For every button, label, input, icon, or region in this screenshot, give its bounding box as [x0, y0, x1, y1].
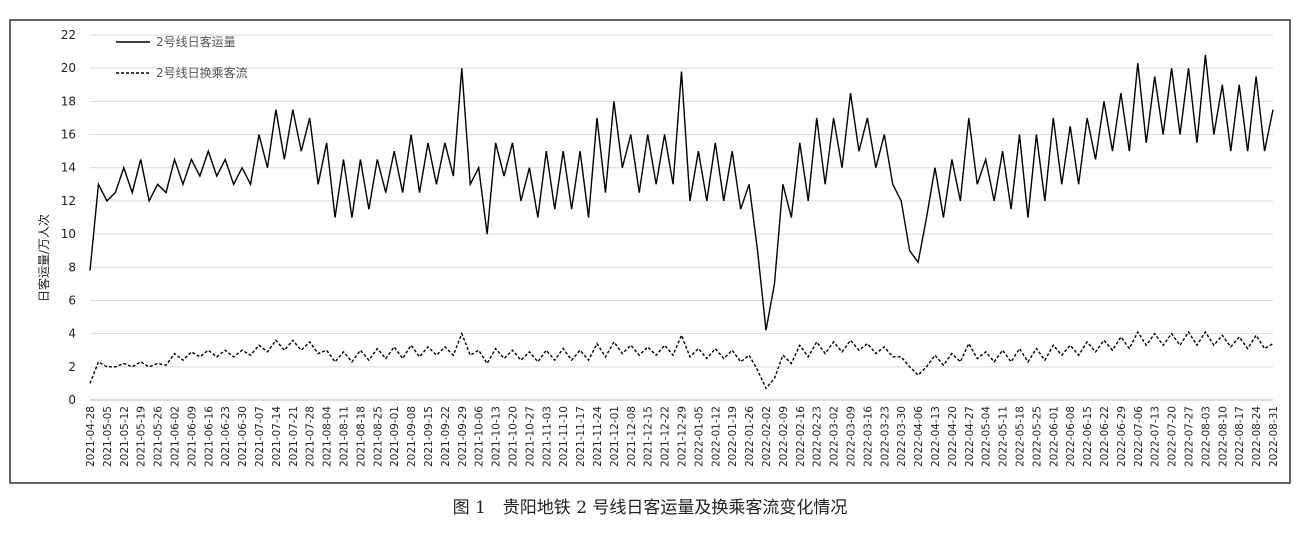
x-tick-label: 2022-08-17 — [1234, 406, 1246, 467]
x-tick-label: 2022-06-01 — [1048, 406, 1060, 467]
x-tick-label: 2021-06-09 — [186, 406, 198, 467]
caption: 图 1 贵阳地铁 2 号线日客运量及换乘客流变化情况 — [453, 498, 848, 518]
x-tick-label: 2022-05-25 — [1031, 406, 1043, 467]
x-tick-label: 2022-04-20 — [947, 406, 959, 467]
x-tick-label: 2022-05-11 — [998, 406, 1010, 467]
x-tick-label: 2022-08-10 — [1217, 406, 1229, 467]
x-tick-label: 2022-04-06 — [913, 406, 925, 467]
legend-label: 2号线日换乘客流 — [156, 65, 248, 80]
x-tick-label: 2021-08-25 — [372, 406, 384, 467]
x-tick-label: 2022-04-13 — [930, 406, 942, 467]
x-tick-label: 2022-03-02 — [829, 406, 841, 467]
series-line — [89, 54, 1274, 331]
y-tick-label: 14 — [61, 161, 76, 175]
x-tick-label: 2022-04-27 — [964, 406, 976, 467]
x-tick-label: 2022-07-06 — [1133, 406, 1145, 467]
x-tick-label: 2021-06-02 — [170, 406, 182, 467]
x-tick-label: 2022-02-02 — [761, 406, 773, 467]
y-tick-label: 18 — [61, 94, 76, 108]
x-tick-label: 2022-02-09 — [778, 406, 790, 467]
x-tick-label: 2022-01-12 — [710, 406, 722, 467]
x-tick-label: 2021-10-06 — [474, 406, 486, 467]
x-tick-label: 2022-01-05 — [693, 406, 705, 467]
x-tick-label: 2022-02-23 — [812, 406, 824, 467]
x-tick-label: 2021-05-26 — [153, 406, 165, 467]
x-tick-label: 2021-10-27 — [524, 406, 536, 467]
x-tick-label: 2022-08-24 — [1251, 406, 1263, 467]
chart-frame — [9, 19, 1291, 484]
x-tick-label: 2021-09-01 — [389, 406, 401, 467]
x-tick-label: 2021-06-30 — [237, 406, 249, 467]
y-tick-label: 4 — [68, 327, 76, 341]
x-tick-label: 2021-07-21 — [288, 406, 300, 467]
x-tick-label: 2022-01-26 — [744, 406, 756, 467]
x-tick-label: 2022-06-22 — [1099, 406, 1111, 467]
x-tick-label: 2022-03-30 — [896, 406, 908, 467]
x-tick-label: 2022-06-29 — [1116, 406, 1128, 467]
x-tick-label: 2021-08-04 — [322, 406, 334, 467]
x-tick-label: 2021-11-24 — [592, 406, 604, 467]
x-tick-label: 2022-05-18 — [1015, 406, 1027, 467]
y-axis-label: 日客运量/万人次 — [36, 214, 51, 302]
y-tick-label: 2 — [68, 360, 76, 374]
x-tick-label: 2021-12-08 — [626, 406, 638, 467]
x-tick-label: 2022-03-23 — [879, 406, 891, 467]
x-tick-label: 2022-06-08 — [1065, 406, 1077, 467]
x-tick-label: 2021-10-13 — [491, 406, 503, 467]
x-tick-label: 2021-10-20 — [508, 406, 520, 467]
x-tick-label: 2021-09-08 — [406, 406, 418, 467]
x-tick-label: 2021-09-22 — [440, 406, 452, 467]
x-tick-label: 2022-07-20 — [1167, 406, 1179, 467]
x-tick-label: 2021-12-15 — [643, 406, 655, 467]
x-tick-label: 2021-07-07 — [254, 406, 266, 467]
y-tick-label: 8 — [68, 260, 76, 274]
y-tick-label: 0 — [68, 393, 76, 407]
x-tick-label: 2022-06-15 — [1082, 406, 1094, 467]
x-tick-label: 2022-02-16 — [795, 406, 807, 467]
x-tick-label: 2021-07-14 — [271, 406, 283, 467]
x-tick-label: 2021-12-01 — [609, 406, 621, 467]
x-tick-label: 2022-03-09 — [846, 406, 858, 467]
x-tick-label: 2021-07-28 — [305, 406, 317, 467]
x-tick-label: 2021-11-10 — [558, 406, 570, 467]
x-tick-label: 2022-03-16 — [862, 406, 874, 467]
x-tick-label: 2022-07-13 — [1150, 406, 1162, 467]
x-tick-label: 2022-01-19 — [727, 406, 739, 467]
x-tick-label: 2021-12-22 — [660, 406, 672, 467]
x-tick-label: 2022-08-03 — [1200, 406, 1212, 467]
y-tick-label: 16 — [61, 128, 76, 142]
x-tick-label: 2021-09-29 — [457, 406, 469, 467]
x-tick-label: 2021-05-12 — [119, 406, 131, 467]
x-tick-label: 2022-08-31 — [1268, 406, 1280, 467]
x-tick-label: 2021-08-18 — [355, 406, 367, 467]
x-tick-label: 2021-06-23 — [220, 406, 232, 467]
y-tick-label: 20 — [61, 61, 76, 75]
y-tick-label: 6 — [68, 293, 76, 307]
series-line — [89, 330, 1274, 390]
x-tick-label: 2021-11-03 — [541, 406, 553, 467]
x-tick-label: 2021-09-15 — [423, 406, 435, 467]
y-tick-label: 12 — [61, 194, 76, 208]
x-tick-label: 2022-07-27 — [1184, 406, 1196, 467]
x-tick-label: 2021-05-19 — [136, 406, 148, 467]
x-tick-label: 2021-04-28 — [85, 406, 97, 467]
x-tick-label: 2021-11-17 — [575, 406, 587, 467]
x-tick-label: 2021-08-11 — [339, 406, 351, 467]
legend-label: 2号线日客运量 — [156, 34, 236, 49]
y-tick-label: 10 — [61, 227, 76, 241]
x-tick-label: 2021-12-29 — [677, 406, 689, 467]
x-tick-label: 2022-05-04 — [981, 406, 993, 467]
y-tick-label: 22 — [61, 28, 76, 42]
x-tick-label: 2021-06-16 — [203, 406, 215, 467]
x-tick-label: 2021-05-05 — [102, 406, 114, 467]
